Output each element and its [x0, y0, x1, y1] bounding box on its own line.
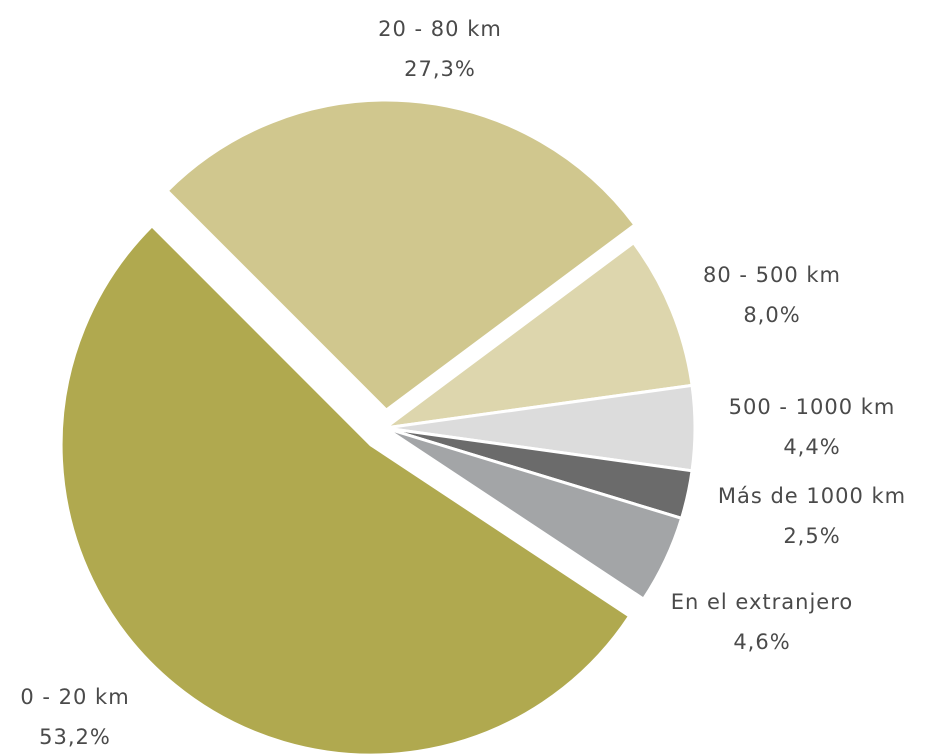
slice-value-label: 27,3%: [404, 57, 476, 81]
pie-slice: [165, 98, 637, 412]
slice-label: 500 - 1000 km: [729, 395, 896, 419]
pie-slice: [59, 224, 632, 755]
slice-label: 0 - 20 km: [20, 685, 129, 709]
pie-slice: [383, 241, 694, 430]
slice-value-label: 4,6%: [733, 630, 790, 654]
slice-label: 80 - 500 km: [703, 263, 841, 287]
slice-value-label: 2,5%: [783, 524, 840, 548]
slice-value-label: 4,4%: [783, 435, 840, 459]
slice-label: 20 - 80 km: [378, 17, 502, 41]
slice-value-label: 8,0%: [743, 303, 800, 327]
slice-value-label: 53,2%: [39, 725, 111, 749]
pie-slice: [383, 426, 684, 601]
slice-label: En el extranjero: [671, 590, 853, 614]
slice-label: Más de 1000 km: [718, 484, 906, 508]
